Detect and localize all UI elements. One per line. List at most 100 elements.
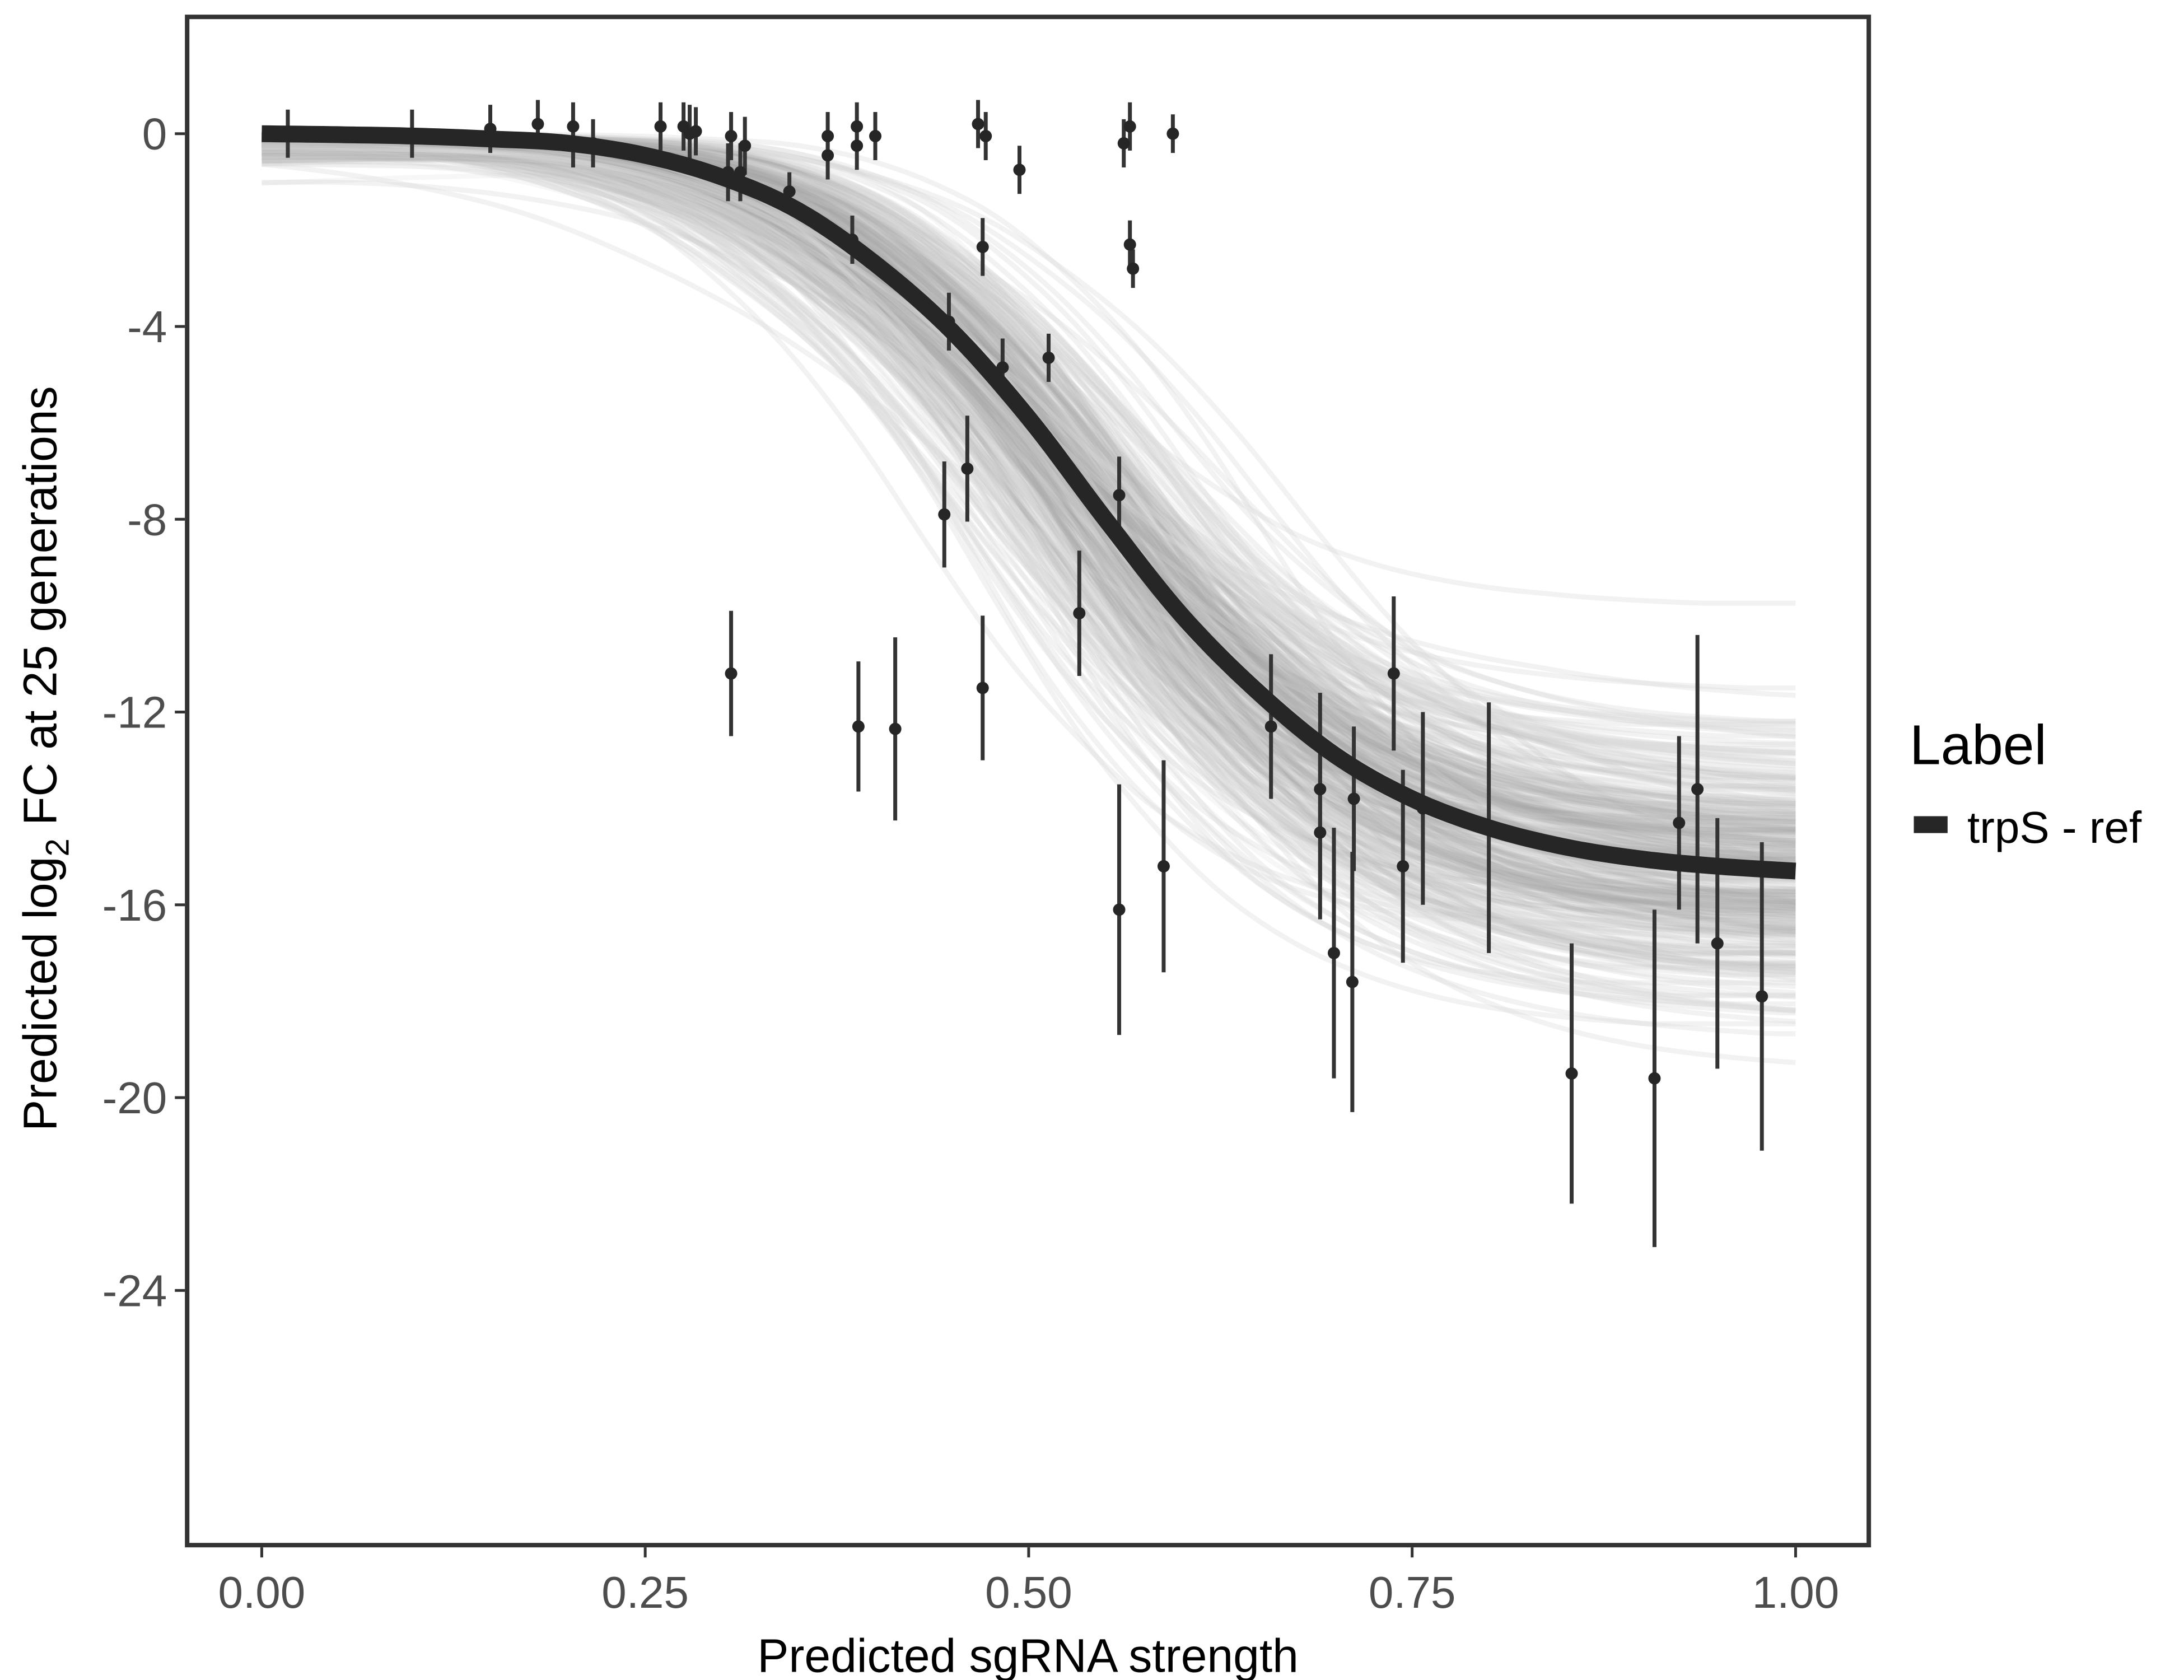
x-axis: 0.00 0.25 0.50 0.75 1.00 bbox=[218, 1547, 1840, 1617]
posterior-draw-line bbox=[262, 154, 1796, 806]
data-point bbox=[822, 149, 834, 162]
posterior-draw-line bbox=[262, 147, 1796, 820]
posterior-draw-line bbox=[262, 151, 1796, 906]
posterior-draw-line bbox=[262, 151, 1796, 810]
posterior-draw-line bbox=[262, 151, 1796, 909]
posterior-draw-line bbox=[262, 134, 1796, 868]
posterior-draw-line bbox=[262, 156, 1796, 925]
posterior-draw-line bbox=[262, 148, 1796, 822]
posterior-draw-line bbox=[262, 150, 1796, 900]
data-point bbox=[1166, 127, 1179, 140]
posterior-draw-line bbox=[262, 138, 1796, 870]
data-point bbox=[889, 722, 902, 735]
posterior-draw-line bbox=[262, 136, 1796, 907]
x-tick-label: 1.00 bbox=[1752, 1567, 1840, 1617]
posterior-draw-line bbox=[262, 136, 1796, 982]
posterior-draw-line bbox=[262, 146, 1796, 909]
data-point bbox=[1113, 903, 1126, 916]
data-point bbox=[1691, 783, 1704, 796]
data-point bbox=[1314, 826, 1327, 839]
posterior-draw-line bbox=[262, 150, 1796, 936]
y-tick-label: 0 bbox=[142, 109, 167, 159]
posterior-draw-line bbox=[262, 150, 1796, 833]
posterior-draw-line bbox=[262, 143, 1796, 777]
posterior-draw-line bbox=[262, 133, 1796, 1024]
x-axis-title: Predicted sgRNA strength bbox=[757, 1629, 1299, 1680]
data-point bbox=[1117, 137, 1130, 150]
posterior-draw-line bbox=[262, 151, 1796, 823]
posterior-draw-line bbox=[262, 143, 1796, 763]
data-point bbox=[852, 720, 865, 733]
data-point bbox=[734, 166, 746, 179]
posterior-draw-line bbox=[262, 161, 1796, 869]
x-tick-label: 0.25 bbox=[601, 1567, 689, 1617]
posterior-draw-line bbox=[262, 151, 1796, 1013]
posterior-draw-line bbox=[262, 139, 1796, 864]
posterior-draw-line bbox=[262, 144, 1796, 726]
posterior-draw-line bbox=[262, 145, 1796, 989]
posterior-draw-line bbox=[262, 145, 1796, 977]
x-tick-label: 0.75 bbox=[1369, 1567, 1456, 1617]
data-point bbox=[1346, 976, 1359, 988]
data-point bbox=[405, 127, 418, 140]
posterior-draw-line bbox=[262, 134, 1796, 824]
posterior-draw-line bbox=[262, 137, 1796, 879]
posterior-draw-line bbox=[262, 162, 1796, 905]
data-point bbox=[587, 137, 600, 150]
posterior-draw-line bbox=[262, 134, 1796, 909]
legend: Label trpS - ref bbox=[1910, 713, 2142, 852]
posterior-draw-line bbox=[262, 147, 1796, 970]
data-point bbox=[1756, 990, 1768, 1003]
y-axis-title-part-1: Predicted log bbox=[14, 857, 67, 1131]
posterior-draw-line bbox=[262, 136, 1796, 829]
data-point bbox=[1673, 816, 1686, 829]
posterior-draw-line bbox=[262, 146, 1796, 858]
posterior-draw-line bbox=[262, 136, 1796, 1037]
posterior-draw-line bbox=[262, 136, 1796, 898]
data-point bbox=[851, 139, 864, 152]
posterior-draw-line bbox=[262, 141, 1796, 998]
posterior-draw-line bbox=[262, 142, 1796, 911]
posterior-draw-line bbox=[262, 148, 1796, 949]
data-point bbox=[1127, 262, 1140, 275]
posterior-draw-line bbox=[262, 135, 1796, 996]
posterior-draw-line bbox=[262, 143, 1796, 825]
posterior-draw-line bbox=[262, 143, 1796, 794]
posterior-draw-line bbox=[262, 153, 1796, 972]
posterior-draw-line bbox=[262, 140, 1796, 937]
posterior-draw-line bbox=[262, 152, 1796, 825]
posterior-draw-line bbox=[262, 134, 1796, 757]
y-tick-label: -16 bbox=[102, 880, 167, 930]
data-point bbox=[689, 125, 702, 138]
posterior-draw-line bbox=[262, 140, 1796, 926]
data-point bbox=[1648, 1072, 1661, 1085]
posterior-draw-line bbox=[262, 154, 1796, 857]
posterior-draw-line bbox=[262, 141, 1796, 843]
data-point bbox=[976, 240, 989, 253]
data-point bbox=[1073, 607, 1086, 620]
posterior-draw-line bbox=[262, 138, 1796, 870]
data-point bbox=[1314, 783, 1327, 796]
posterior-draw-line bbox=[262, 133, 1796, 970]
data-point bbox=[722, 166, 735, 179]
posterior-draw-line bbox=[262, 144, 1796, 966]
posterior-draw-line bbox=[262, 144, 1796, 825]
posterior-draw-line bbox=[262, 136, 1796, 1016]
posterior-draw-line bbox=[262, 141, 1796, 838]
posterior-draw-line bbox=[262, 154, 1796, 898]
x-tick-label: 0.00 bbox=[218, 1567, 306, 1617]
posterior-draw-line bbox=[262, 142, 1796, 915]
y-tick-label: -20 bbox=[102, 1073, 167, 1123]
posterior-draw-line bbox=[262, 142, 1796, 775]
posterior-draw-line bbox=[262, 150, 1796, 925]
posterior-draw-line bbox=[262, 150, 1796, 861]
posterior-draw-line bbox=[262, 134, 1796, 851]
data-point bbox=[1327, 946, 1340, 959]
posterior-draw-line bbox=[262, 134, 1796, 911]
posterior-draw-line bbox=[262, 135, 1796, 804]
posterior-draw-line bbox=[262, 138, 1796, 944]
posterior-draw-line bbox=[262, 146, 1796, 898]
y-tick-label: -12 bbox=[102, 688, 167, 738]
posterior-draw-line bbox=[262, 143, 1796, 767]
data-point bbox=[484, 123, 497, 136]
